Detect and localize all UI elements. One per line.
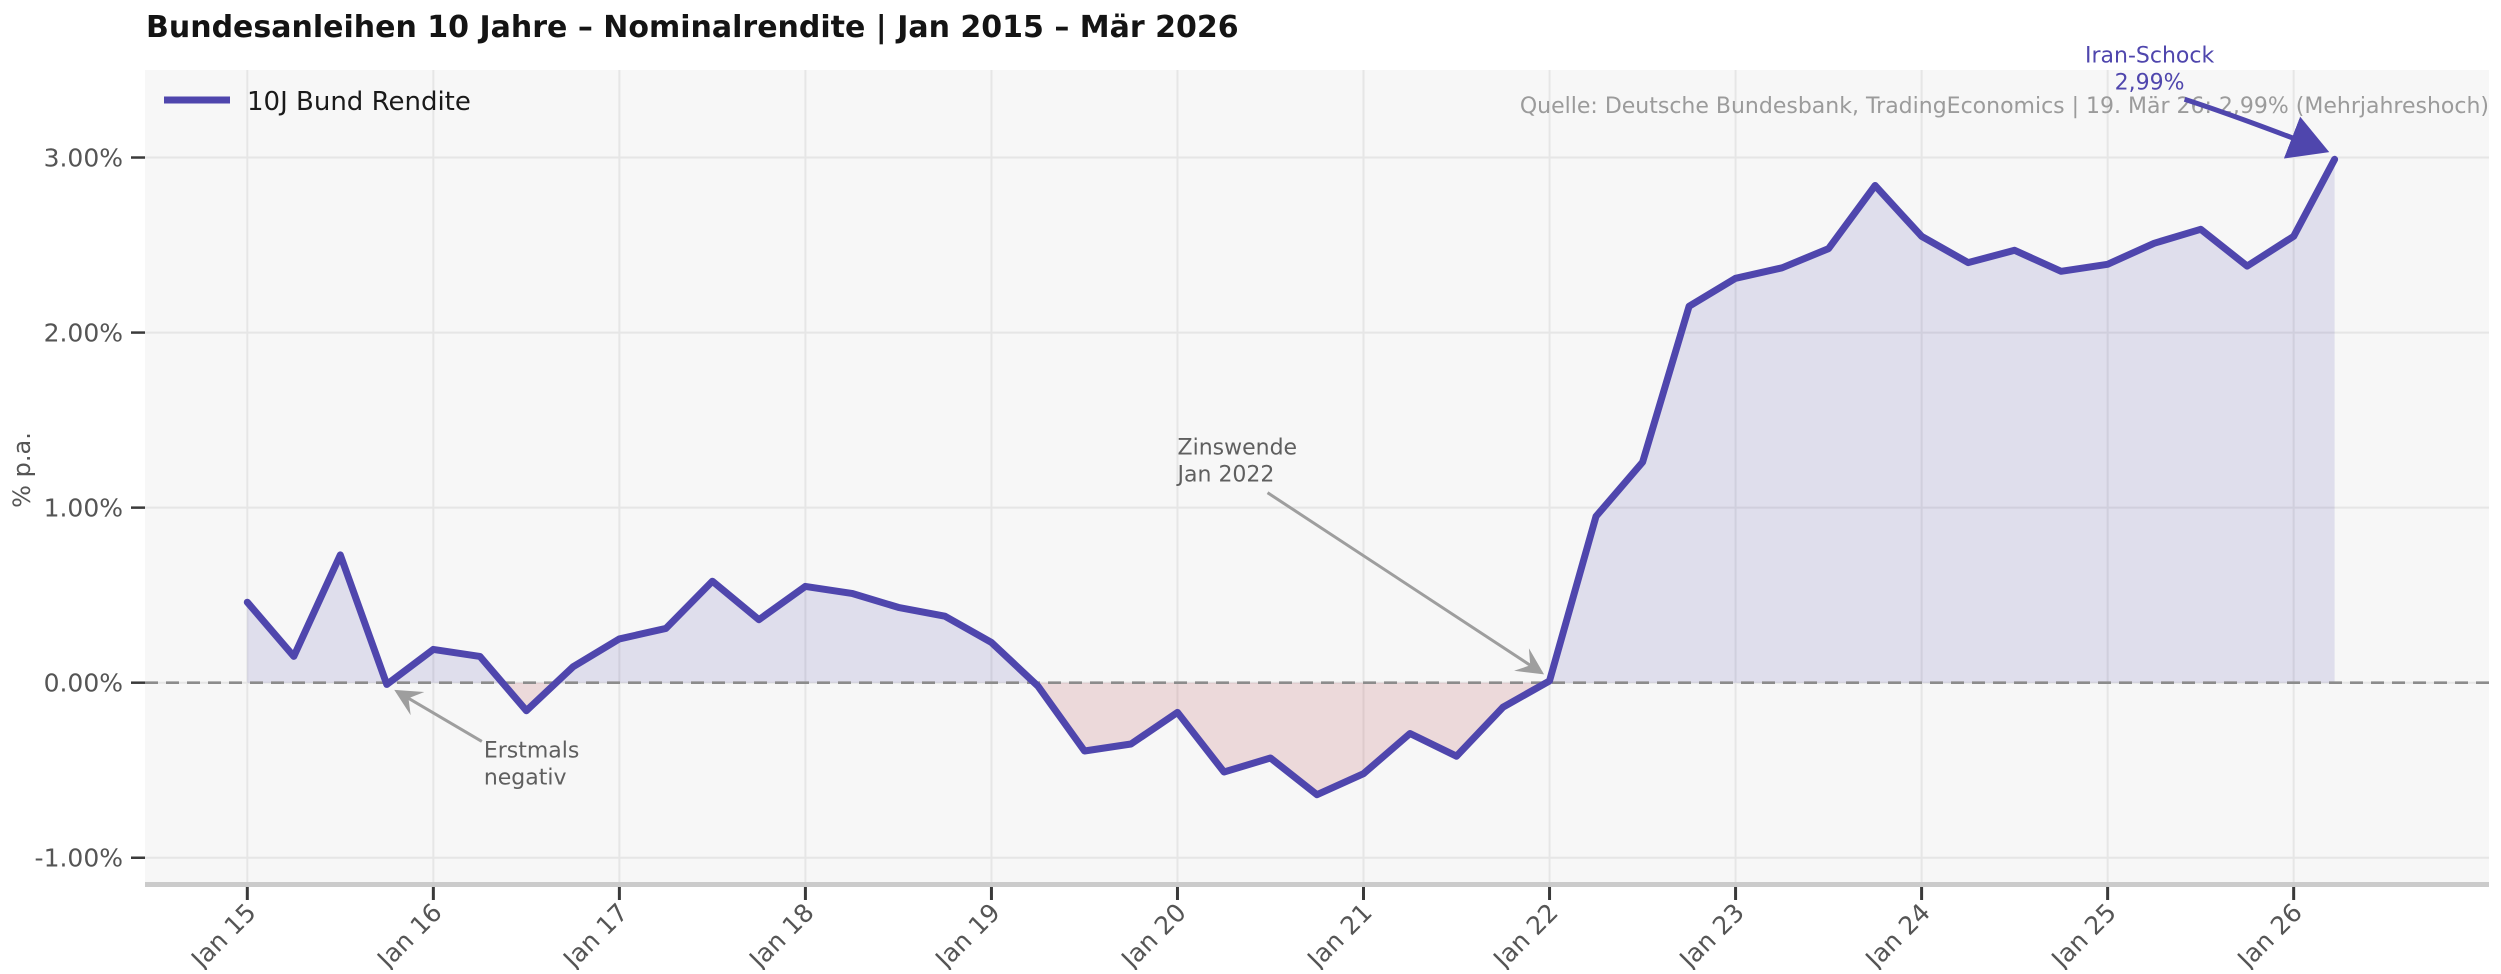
annotation-zinswende-line2: Jan 2022 bbox=[1176, 463, 1275, 488]
x-tick-label: Jan 16 bbox=[370, 898, 447, 970]
area-fills bbox=[247, 159, 2335, 795]
negative-area-fill bbox=[502, 682, 557, 711]
positive-area-fill bbox=[1546, 159, 2335, 683]
y-tick-label: 0.00% bbox=[44, 669, 123, 698]
annotation-erstmals-negativ-arrow bbox=[394, 689, 483, 743]
annotation-iran-schock-line1: Iran-Schock bbox=[2085, 43, 2214, 68]
annotation-erstmals-negativ-line2: negativ bbox=[484, 765, 567, 790]
y-tick-label: 2.00% bbox=[44, 319, 123, 348]
y-tick-label: 3.00% bbox=[44, 144, 123, 173]
yield-line-series bbox=[243, 155, 2339, 799]
annotation-iran-schock-arrow bbox=[2183, 96, 2330, 159]
x-tick-label: Jan 18 bbox=[742, 898, 819, 970]
annotation-erstmals-negativ: Erstmals negativ bbox=[394, 689, 580, 790]
legend: 10J Bund Rendite bbox=[164, 87, 471, 117]
legend-label: 10J Bund Rendite bbox=[247, 87, 471, 117]
chart-title: Bundesanleihen 10 Jahre – Nominalrendite… bbox=[146, 10, 1239, 45]
gridlines bbox=[145, 70, 2489, 884]
negative-area-fill bbox=[1034, 682, 1547, 795]
y-tick-label: -1.00% bbox=[35, 844, 123, 873]
annotation-zinswende-line1: Zinswende bbox=[1178, 436, 1298, 461]
annotation-iran-schock: Iran-Schock 2,99% bbox=[2085, 43, 2330, 159]
x-tick-label: Jan 25 bbox=[2045, 898, 2122, 970]
x-tick-label: Jan 15 bbox=[184, 898, 261, 970]
annotation-erstmals-negativ-line1: Erstmals bbox=[484, 738, 580, 763]
positive-area-fill bbox=[556, 581, 1035, 683]
source-note: Quelle: Deutsche Bundesbank, TradingEcon… bbox=[1520, 94, 2489, 119]
annotation-zinswende-arrow bbox=[1266, 491, 1545, 675]
y-tick-label: 1.00% bbox=[44, 494, 123, 523]
x-tick-label: Jan 17 bbox=[556, 898, 633, 970]
x-tick-label: Jan 26 bbox=[2231, 898, 2308, 970]
x-tick-label: Jan 21 bbox=[1300, 898, 1377, 970]
y-axis-title: % p.a. bbox=[8, 432, 36, 508]
x-tick-label: Jan 22 bbox=[1486, 898, 1563, 970]
x-tick-label: Jan 23 bbox=[1673, 898, 1750, 970]
plot-area-background bbox=[145, 70, 2489, 884]
x-tick-label: Jan 20 bbox=[1114, 898, 1191, 970]
annotation-iran-schock-line2: 2,99% bbox=[2115, 70, 2185, 95]
annotation-zinswende: Zinswende Jan 2022 bbox=[1176, 436, 1545, 675]
x-axis-spine bbox=[145, 882, 2489, 887]
x-tick-label: Jan 24 bbox=[1859, 898, 1936, 970]
x-tick-label: Jan 19 bbox=[928, 898, 1005, 970]
